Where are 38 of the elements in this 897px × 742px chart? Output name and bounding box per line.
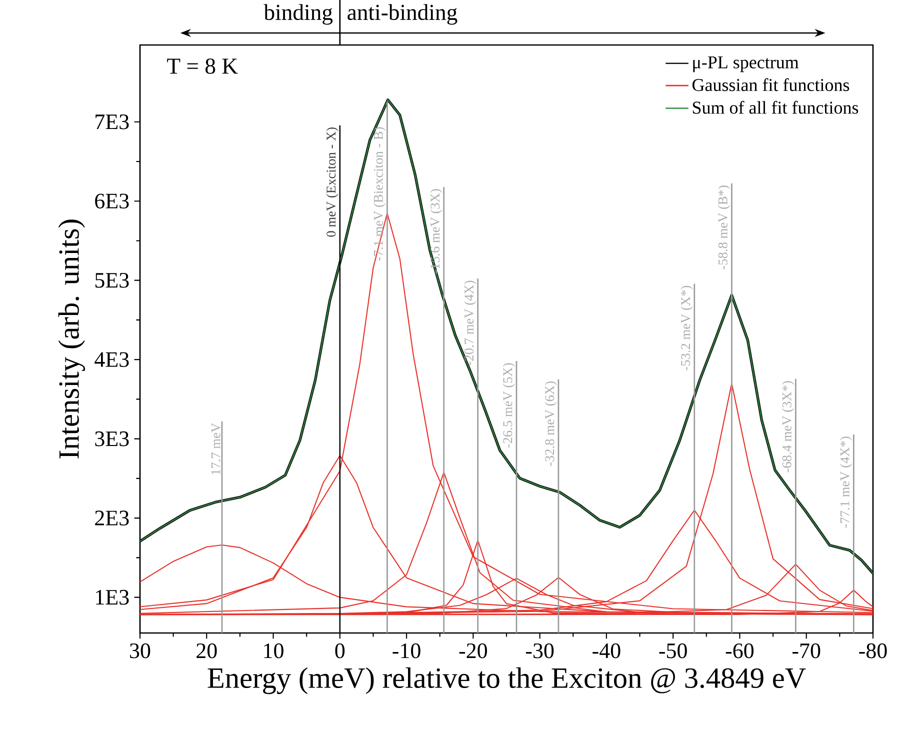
legend-label: Sum of all fit functions [692, 100, 858, 114]
ref-line-label: -58.8 meV (B*) [718, 186, 730, 270]
x-tick-label: 30 [130, 643, 150, 658]
legend-label: Gaussian fit functions [692, 78, 850, 92]
x-axis-title: Energy (meV) relative to the Exciton @ 3.4849 eV [208, 667, 806, 694]
legend-label: μ-PL spectrum [693, 56, 799, 72]
text: binding [264, 4, 333, 25]
x-tick-label: -40 [592, 643, 620, 658]
ref-line-label: 0 meV (Exciton - X) [326, 128, 338, 237]
ref-line-label: -53.2 meV (X*) [680, 286, 693, 370]
y-tick-label: 2E3 [95, 510, 129, 526]
x-tick-label: -20 [459, 643, 487, 658]
ref-line-label: -77.1 meV (4X*) [840, 436, 852, 528]
ref-line-label: -26.5 meV (5X) [502, 363, 515, 448]
y-axis-title: Intensity (arb. units) [58, 220, 86, 458]
x-tick-label: -80 [859, 643, 887, 658]
ref-line-label: -68.4 meV (3X*) [782, 381, 794, 472]
x-tick-label: -70 [792, 643, 820, 658]
ref-line-label: -32.8 meV (6X) [544, 382, 557, 466]
text: anti-binding [348, 4, 458, 25]
x-tick-label: 10 [264, 643, 284, 658]
x-tick-label: -60 [726, 643, 754, 658]
ref-line-label: -7.1 meV (Biexciton - B) [374, 127, 386, 261]
ref-line-label: 17.7 meV [211, 423, 220, 474]
ref-line-label: -15.6 meV (3X) [430, 189, 442, 274]
y-tick-label: 7E3 [96, 114, 129, 130]
y-tick-label: 1E3 [96, 590, 129, 605]
ref-line-label: -20.7 meV (4X) [464, 280, 476, 366]
y-tick-label: 5E3 [95, 272, 129, 288]
x-tick-label: -10 [392, 643, 420, 658]
y-tick-label: 4E3 [94, 352, 129, 367]
y-tick-label: 6E3 [95, 194, 129, 208]
x-tick-label: -50 [659, 643, 687, 658]
x-tick-label: 20 [196, 643, 217, 658]
y-tick-label: 3E3 [95, 431, 129, 446]
annotation: T = 8 K [167, 58, 238, 74]
x-tick-label: 0 [335, 643, 345, 658]
x-tick-label: -30 [526, 643, 554, 658]
